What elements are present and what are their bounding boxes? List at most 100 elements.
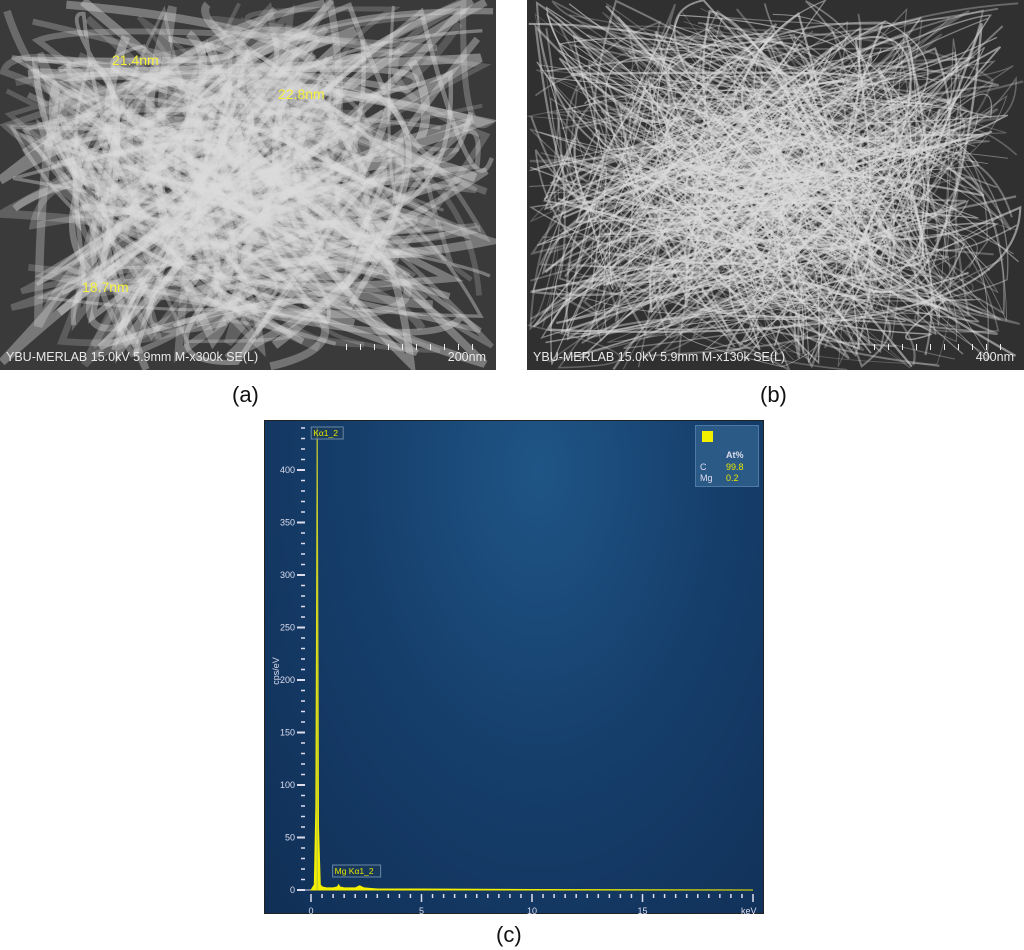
fiber [573,87,974,370]
fiber [549,139,941,370]
legend-value: 99.8 [726,462,744,472]
fiber [547,17,951,212]
measurement-label: 21.4nm [112,52,159,68]
fiber [571,11,913,368]
fiber [97,121,356,328]
legend-swatch [702,431,713,442]
fiber [534,59,891,348]
fiber [543,136,949,312]
fiber [540,14,815,311]
fiber [605,56,921,248]
fiber [57,98,494,349]
fiber [171,152,375,370]
legend-value: 0.2 [726,473,739,483]
fiber [12,0,326,370]
fiber [95,81,359,339]
fiber [71,21,463,180]
fiber [20,58,417,295]
x-tick-label: 0 [308,906,313,915]
fiber [596,16,1014,301]
y-tick-label: 150 [280,728,295,738]
fiber [653,25,1004,367]
fiber [57,22,413,352]
fiber [0,0,324,267]
y-tick-label: 250 [280,623,295,633]
fiber [104,35,496,219]
sem-image-a: 21.4nm 22.8nm 18.7nm YBU-MERLAB 15.0kV 5… [0,0,496,370]
fiber [34,1,454,319]
nanofiber-texture [0,0,496,370]
legend-element: Mg [700,473,713,483]
fiber [35,118,404,258]
fiber [588,66,860,284]
fiber [4,45,422,294]
fiber [528,22,985,314]
fiber [48,79,496,349]
x-tick-label: 10 [527,906,537,915]
fiber [110,28,483,351]
fiber [35,5,406,312]
fiber [132,166,388,365]
y-tick-label: 300 [280,570,295,580]
fiber [654,109,1012,317]
sem-info: YBU-MERLAB 15.0kV 5.9mm M-x130k SE(L) [533,350,786,364]
fiber [548,26,880,363]
fiber [530,134,921,348]
fiber [63,0,481,244]
fiber [535,1,926,307]
fiber [0,0,342,366]
peak-label-box [332,864,382,878]
fiber [554,45,999,315]
fiber [134,119,411,344]
fiber [600,7,999,223]
caption-c: (c) [496,922,522,947]
y-tick-label: 350 [280,518,295,528]
fiber [126,46,401,287]
fiber [89,6,298,358]
legend-element: C [700,462,707,472]
fiber [529,13,991,364]
fiber [730,20,929,365]
fiber [174,2,482,334]
fiber [632,43,951,358]
eds-plot: 0 50 100 150 200 250 300 350 400 0 5 10 15 keV cps/eV K… [271,426,757,916]
fiber [670,51,967,348]
fiber [145,5,438,309]
fiber [575,32,810,297]
fiber [549,96,934,340]
sem-image-b: YBU-MERLAB 15.0kV 5.9mm M-x130k SE(L) 40… [527,0,1024,370]
x-tick-label: 15 [637,906,647,915]
fiber [21,64,318,332]
fiber [70,31,481,326]
fiber [31,28,473,290]
x-axis-label: keV [741,906,757,915]
fiber [618,212,1004,333]
fiber [9,94,429,346]
fiber [59,39,454,234]
measurement-label: 18.7nm [82,279,129,295]
fiber [558,24,980,193]
fiber [57,0,368,250]
fiber [538,79,916,362]
fiber [594,43,1008,322]
fiber [607,32,1017,368]
y-tick-label: 50 [285,833,295,843]
fiber [195,8,494,345]
fiber [50,74,360,270]
fiber [635,118,975,302]
fiber [590,24,974,269]
fiber [66,39,492,263]
fiber [529,96,970,323]
fiber [0,13,491,318]
scale-label: 400nm [975,350,1014,364]
fiber [565,75,887,273]
fiber [26,51,266,358]
caption-b: (b) [760,382,787,407]
scale-bar [874,344,1014,350]
fiber [122,78,475,336]
fiber [705,26,890,343]
y-tick-label: 100 [280,780,295,790]
fiber [597,124,966,317]
legend: At% C 99.8 Mg 0.2 [695,425,759,487]
fiber [558,3,998,159]
